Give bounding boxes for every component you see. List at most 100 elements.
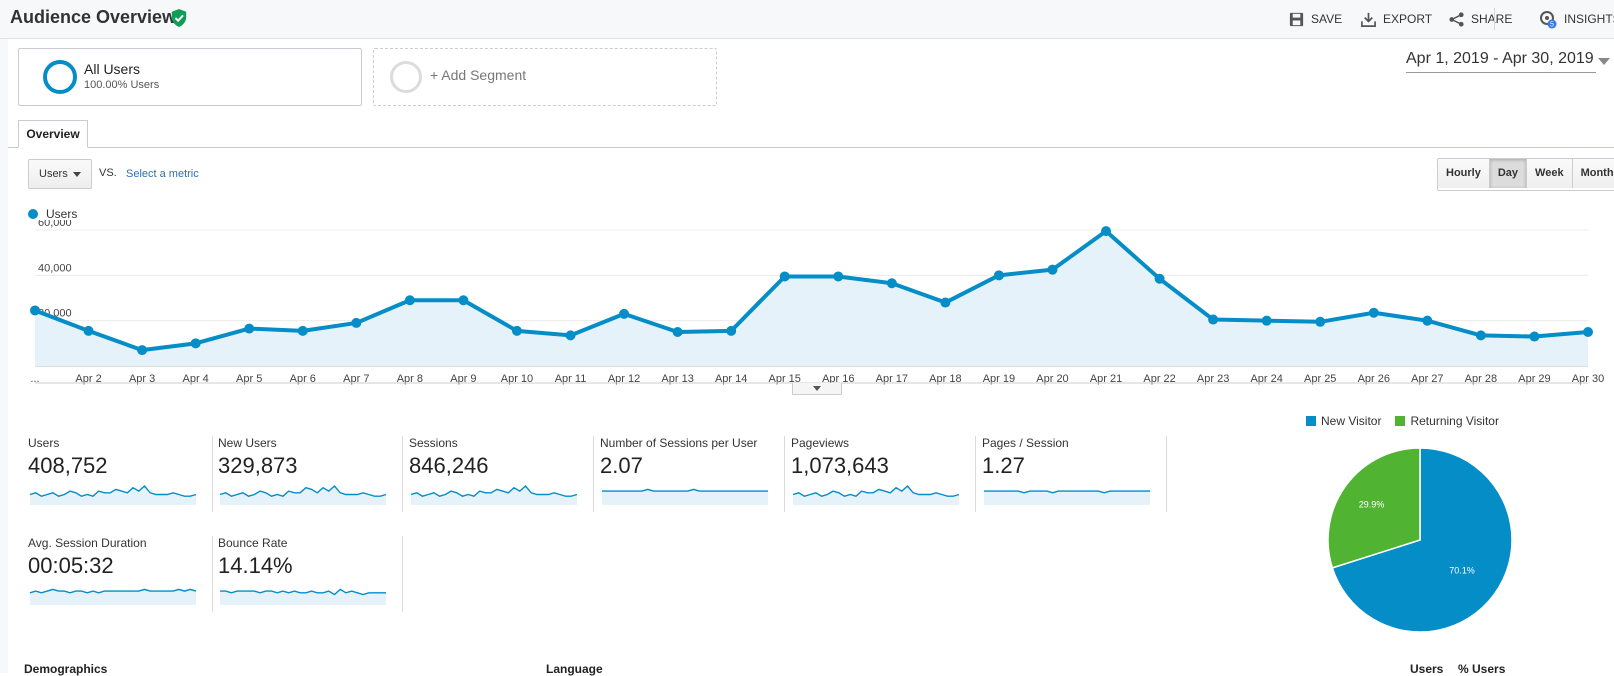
scorecard-label: New Users bbox=[218, 436, 277, 450]
users-data-point[interactable] bbox=[1047, 264, 1058, 275]
users-data-point[interactable] bbox=[1583, 327, 1593, 337]
users-data-point[interactable] bbox=[297, 325, 308, 336]
users-data-point[interactable] bbox=[458, 295, 469, 306]
sparkline-area bbox=[602, 489, 768, 505]
x-tick-label: Apr 25 bbox=[1304, 373, 1336, 385]
x-tick-label: Apr 16 bbox=[822, 373, 854, 385]
users-data-point[interactable] bbox=[779, 271, 790, 282]
scorecard[interactable]: Pageviews 1,073,643 bbox=[791, 436, 976, 516]
x-tick-label: Apr 6 bbox=[290, 373, 316, 385]
metric-dropdown[interactable]: Users bbox=[28, 159, 92, 189]
add-segment-label: + Add Segment bbox=[430, 67, 527, 83]
x-tick-label: ... bbox=[30, 373, 39, 385]
scorecard[interactable]: Bounce Rate 14.14% bbox=[218, 536, 403, 616]
save-label: SAVE bbox=[1311, 12, 1343, 26]
users-data-point[interactable] bbox=[993, 270, 1004, 281]
granularity-week-button[interactable]: Week bbox=[1527, 159, 1573, 188]
users-data-point[interactable] bbox=[726, 325, 737, 336]
users-data-point[interactable] bbox=[1422, 315, 1433, 326]
caret-down-icon bbox=[73, 172, 81, 177]
x-tick-label: Apr 3 bbox=[129, 373, 155, 385]
users-data-point[interactable] bbox=[833, 271, 844, 282]
scorecard-separator bbox=[975, 436, 976, 512]
scorecard[interactable]: Pages / Session 1.27 bbox=[982, 436, 1167, 516]
select-metric-link[interactable]: Select a metric bbox=[126, 168, 199, 180]
x-tick-label: Apr 7 bbox=[343, 373, 369, 385]
granularity-month-button[interactable]: Month bbox=[1572, 159, 1614, 188]
users-data-point[interactable] bbox=[1368, 307, 1379, 318]
scorecard[interactable]: Number of Sessions per User 2.07 bbox=[600, 436, 785, 516]
x-tick-label: Apr 21 bbox=[1090, 373, 1122, 385]
users-data-point[interactable] bbox=[1315, 316, 1326, 327]
scorecard[interactable]: Avg. Session Duration 00:05:32 bbox=[28, 536, 213, 616]
x-tick-label: Apr 18 bbox=[929, 373, 961, 385]
sparkline-area bbox=[411, 486, 577, 505]
users-data-point[interactable] bbox=[619, 308, 630, 319]
pie-slice-new-visitor[interactable] bbox=[1331, 447, 1513, 633]
left-gutter bbox=[0, 38, 8, 673]
chevron-down-icon[interactable] bbox=[1598, 58, 1610, 65]
scorecard[interactable]: Users 408,752 bbox=[28, 436, 213, 516]
users-data-point[interactable] bbox=[1261, 315, 1272, 326]
legend-new-visitor: New Visitor bbox=[1306, 414, 1381, 428]
segment-name: All Users bbox=[84, 61, 141, 77]
users-legend-dot bbox=[28, 209, 38, 219]
users-data-point[interactable] bbox=[940, 297, 951, 308]
page-title: Audience Overview bbox=[10, 7, 177, 27]
x-tick-label: Apr 8 bbox=[397, 373, 423, 385]
share-icon bbox=[1449, 11, 1464, 27]
scorecard-sparkline bbox=[602, 488, 768, 505]
scorecard-sparkline bbox=[410, 484, 578, 505]
sparkline-area bbox=[984, 491, 1150, 505]
scorecard-separator bbox=[402, 536, 403, 612]
users-data-point[interactable] bbox=[1101, 226, 1112, 237]
scorecard[interactable]: New Users 329,873 bbox=[218, 436, 403, 516]
export-button[interactable]: EXPORT bbox=[1360, 9, 1432, 29]
users-data-point[interactable] bbox=[83, 325, 94, 336]
save-button[interactable]: SAVE bbox=[1288, 9, 1342, 29]
users-data-point[interactable] bbox=[190, 338, 201, 349]
users-data-point[interactable] bbox=[1208, 314, 1219, 325]
x-tick-label: Apr 12 bbox=[608, 373, 640, 385]
users-data-point[interactable] bbox=[404, 295, 415, 306]
users-data-point[interactable] bbox=[351, 317, 362, 328]
pie-slice-returning-visitor[interactable] bbox=[1327, 447, 1421, 569]
scorecard[interactable]: Sessions 846,246 bbox=[409, 436, 594, 516]
visitor-pie-chart: 70.1% 29.9% bbox=[1327, 447, 1513, 633]
legend-returning-visitor: Returning Visitor bbox=[1395, 414, 1499, 428]
granularity-day-button[interactable]: Day bbox=[1489, 159, 1528, 188]
scorecard-separator bbox=[784, 436, 785, 512]
users-data-point[interactable] bbox=[511, 325, 522, 336]
users-data-point[interactable] bbox=[30, 305, 40, 316]
scorecard-sparkline bbox=[29, 484, 197, 505]
users-data-point[interactable] bbox=[565, 330, 576, 341]
save-icon bbox=[1289, 12, 1304, 26]
users-data-point[interactable] bbox=[672, 327, 683, 337]
tab-overview[interactable]: Overview bbox=[18, 120, 88, 148]
segment-all-users[interactable]: All Users 100.00% Users bbox=[18, 48, 362, 106]
scorecard-label: Users bbox=[28, 436, 60, 450]
scorecard-value: 14.14% bbox=[218, 553, 293, 578]
share-button[interactable]: SHARE bbox=[1448, 9, 1512, 29]
users-data-point[interactable] bbox=[244, 323, 255, 334]
add-segment-button[interactable]: + Add Segment bbox=[373, 48, 717, 106]
users-column-header: Users bbox=[1410, 662, 1444, 676]
users-data-point[interactable] bbox=[1475, 330, 1486, 341]
date-range-picker[interactable]: Apr 1, 2019 - Apr 30, 2019 bbox=[1406, 50, 1594, 67]
scorecard-label: Bounce Rate bbox=[218, 536, 288, 550]
insights-button[interactable]: 5 INSIGHTS bbox=[1538, 9, 1614, 29]
sparkline-line bbox=[602, 488, 768, 492]
demographics-heading: Demographics bbox=[24, 662, 108, 676]
x-tick-label: Apr 9 bbox=[450, 373, 476, 385]
collapse-chart-toggle[interactable] bbox=[792, 383, 842, 395]
users-data-point[interactable] bbox=[137, 345, 148, 356]
empty-segment-circle-icon bbox=[390, 61, 422, 93]
scorecard-value: 2.07 bbox=[600, 453, 643, 478]
granularity-hourly-button[interactable]: Hourly bbox=[1438, 159, 1490, 188]
pie-legend: New Visitor Returning Visitor bbox=[1306, 414, 1499, 428]
users-data-point[interactable] bbox=[1154, 273, 1165, 284]
users-data-point[interactable] bbox=[1529, 331, 1540, 342]
sparkline-area bbox=[793, 486, 959, 505]
users-data-point[interactable] bbox=[886, 278, 897, 289]
vs-label: VS. bbox=[99, 167, 117, 179]
